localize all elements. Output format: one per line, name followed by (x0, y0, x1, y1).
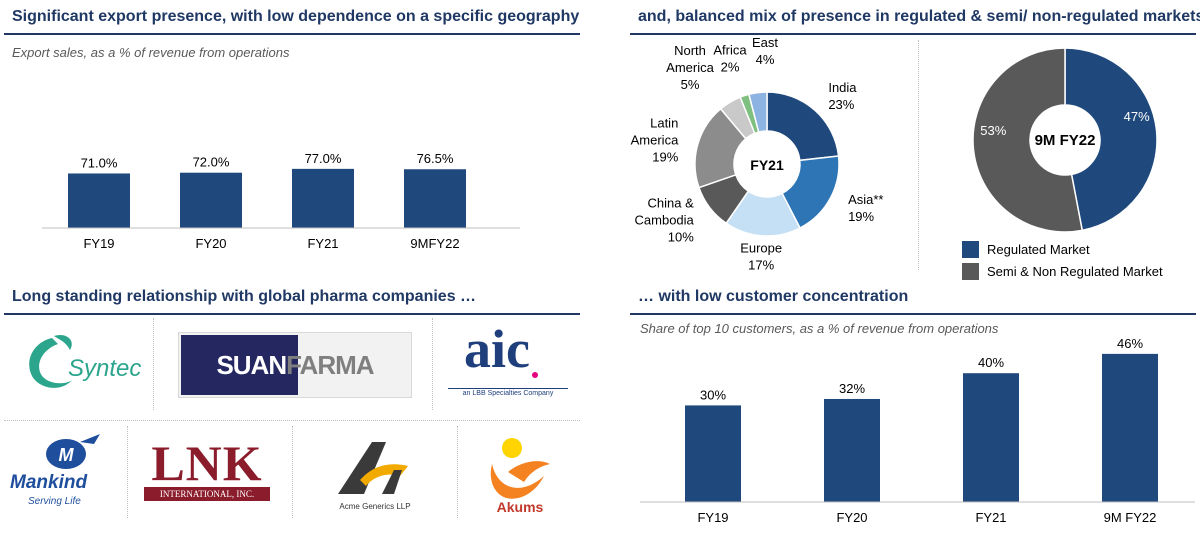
mankind-wordmark: Mankind (10, 472, 87, 493)
geography-slice-label: Europe 17% (740, 240, 782, 272)
lnk-tagline: INTERNATIONAL, INC. (144, 487, 270, 501)
akums-emblem-icon: Akums (490, 438, 550, 515)
bar-data-label: 46% (1117, 336, 1143, 351)
customers-chart-subtitle: Share of top 10 customers, as a % of rev… (640, 321, 999, 336)
market-slice-label: 47% (1124, 109, 1150, 124)
bar-fy20 (180, 172, 242, 228)
geography-slice-label: Africa 2% (713, 43, 747, 75)
customers-bar-chart: 30% FY19 32% FY20 40% FY21 46% 9M FY22 (640, 336, 1195, 525)
slice-middle-east (748, 91, 768, 133)
suanfarma-wordmark-a: SUAN (216, 349, 287, 380)
bar-fy20 (824, 398, 880, 502)
mankind-emblem-icon: M Mankind Serving Life (10, 434, 100, 507)
suanfarma-wordmark-b: FARMA (286, 349, 374, 380)
aic-wordmark: aic (464, 319, 530, 379)
x-tick-label: FY21 (975, 510, 1006, 525)
geography-donut-chart: FY21 India 23% Asia** 19% Europe 17% China & Ca… (631, 34, 884, 272)
bar-data-label: 30% (700, 387, 726, 402)
x-tick-label: FY20 (836, 510, 867, 525)
market-donut-chart: 9M FY22 47% 53% (972, 47, 1158, 233)
aic-logo: aic an LBB Specialties Company (448, 319, 568, 402)
acme-emblem-icon (338, 442, 408, 494)
lnk-wordmark: LNK (151, 435, 263, 491)
lnk-logo: LNK INTERNATIONAL, INC. (142, 435, 272, 504)
export-section-title: Significant export presence, with low de… (12, 8, 580, 25)
x-tick-label: 9M FY22 (1104, 510, 1157, 525)
x-tick-label: FY20 (195, 236, 226, 251)
bar-fy21 (963, 373, 1019, 502)
bar-data-label: 32% (839, 381, 865, 396)
x-tick-label: FY21 (307, 236, 338, 251)
bar-data-label: 76.5% (417, 151, 454, 166)
logo-divider (457, 426, 458, 518)
export-bar-chart: 71.0% FY19 72.0% FY20 77.0% FY21 76.5% 9MFY22 (42, 151, 520, 251)
syntec-wordmark: Syntec (68, 355, 141, 382)
legend-label: Regulated Market (987, 242, 1090, 257)
geography-slice-label: Asia** 19% (848, 192, 883, 224)
slice-semi-non-regulated-market (972, 47, 1084, 233)
slice-regulated-market (1064, 47, 1158, 232)
svg-text:M: M (59, 445, 75, 465)
mix-divider (918, 40, 919, 270)
market-donut-center-label: 9M FY22 (1035, 132, 1096, 149)
syntec-logo: Syntec (14, 330, 149, 400)
logo-row-divider (4, 420, 580, 421)
legend-label: Semi & Non Regulated Market (987, 264, 1163, 279)
mankind-logo: M Mankind Serving Life (8, 432, 123, 512)
geography-slice-label: China & Cambodia 10% (635, 196, 695, 245)
bar-9m-fy22 (1102, 353, 1158, 502)
bar-data-label: 77.0% (305, 151, 342, 166)
bar-9mfy22 (404, 169, 466, 228)
bar-data-label: 72.0% (193, 155, 230, 170)
x-tick-label: FY19 (83, 236, 114, 251)
akums-wordmark: Akums (497, 499, 544, 515)
logo-divider (127, 426, 128, 518)
export-title-rule (4, 33, 580, 35)
logo-divider (153, 318, 154, 410)
mankind-tagline: Serving Life (28, 496, 81, 507)
legend-swatch (962, 241, 979, 258)
x-tick-label: FY19 (697, 510, 728, 525)
bar-data-label: 40% (978, 355, 1004, 370)
bar-data-label: 71.0% (81, 155, 118, 170)
geography-slice-label: North America 5% (666, 43, 714, 92)
partners-section-title: Long standing relationship with global p… (12, 288, 477, 305)
mix-title-rule (630, 33, 1196, 35)
market-legend-item: Regulated Market (962, 241, 1090, 258)
geography-slice-label: India 23% (828, 80, 857, 112)
akums-logo: Akums (478, 432, 563, 518)
logo-divider (432, 318, 433, 410)
acme-logo: Acme Generics LLP (330, 436, 420, 516)
x-tick-label: 9MFY22 (410, 236, 459, 251)
bar-fy19 (685, 405, 741, 502)
mix-section-title: and, balanced mix of presence in regulat… (638, 8, 1200, 25)
bar-fy21 (292, 168, 354, 228)
export-chart-subtitle: Export sales, as a % of revenue from ope… (12, 45, 290, 60)
customers-section-title: … with low customer concentration (638, 288, 909, 305)
syntec-swirl-icon: Syntec (29, 334, 141, 388)
aic-tagline: an LBB Specialties Company (448, 388, 568, 397)
suanfarma-logo: SUAN FARMA (178, 332, 412, 398)
legend-swatch (962, 263, 979, 280)
aic-dot-icon (532, 372, 538, 378)
geography-slice-label: Latin America 19% (631, 115, 679, 164)
partners-title-rule (4, 313, 580, 315)
market-legend-item: Semi & Non Regulated Market (962, 263, 1163, 280)
acme-wordmark: Acme Generics LLP (339, 502, 411, 511)
logo-divider (292, 426, 293, 518)
customers-title-rule (630, 313, 1196, 315)
bar-fy19 (68, 173, 130, 228)
market-slice-label: 53% (980, 123, 1006, 138)
geography-donut-center-label: FY21 (750, 157, 784, 173)
geography-slice-label: MiddleEast4% (746, 34, 784, 67)
